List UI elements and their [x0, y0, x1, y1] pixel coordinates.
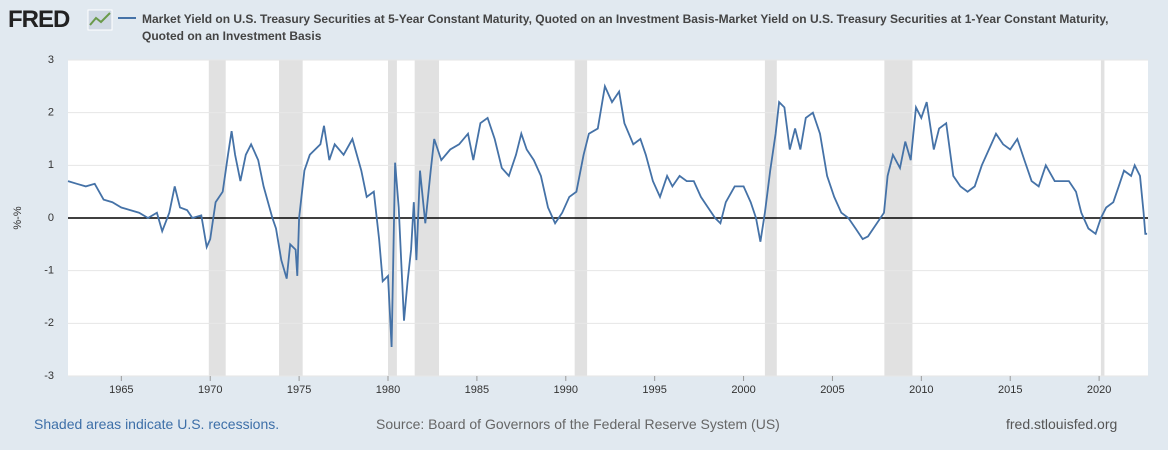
y-tick-label: 0 — [48, 212, 54, 224]
y-tick-label: 2 — [48, 107, 54, 119]
x-tick-label: 1990 — [554, 384, 578, 396]
x-tick-label: 1985 — [465, 384, 489, 396]
site-link[interactable]: fred.stlouisfed.org — [1006, 416, 1118, 432]
x-tick-label: 1970 — [198, 384, 222, 396]
x-tick-label: 2000 — [731, 384, 755, 396]
logo-icon-line — [89, 12, 111, 26]
x-tick-label: 1980 — [376, 384, 400, 396]
y-tick-label: -2 — [44, 317, 54, 329]
x-tick-label: 2015 — [998, 384, 1022, 396]
legend-entry: Market Yield on U.S. Treasury Securities… — [142, 12, 1109, 43]
y-tick-label: -3 — [44, 370, 54, 382]
recession-note[interactable]: Shaded areas indicate U.S. recessions. — [34, 416, 280, 432]
y-axis-label: %-% — [12, 206, 24, 229]
logo: FRED — [8, 6, 70, 33]
x-tick-label: 1965 — [109, 384, 133, 396]
x-tick-label: 2005 — [820, 384, 844, 396]
y-tick-label: 1 — [48, 159, 54, 171]
source: Source: Board of Governors of the Federa… — [376, 416, 780, 432]
y-tick-label: -1 — [44, 265, 54, 277]
x-tick-label: 2020 — [1087, 384, 1111, 396]
y-tick-label: 3 — [48, 54, 54, 66]
series-line — [67, 83, 1148, 348]
x-tick-label: 1995 — [642, 384, 666, 396]
x-tick-label: 1975 — [287, 384, 311, 396]
x-tick-label: 2010 — [909, 384, 933, 396]
